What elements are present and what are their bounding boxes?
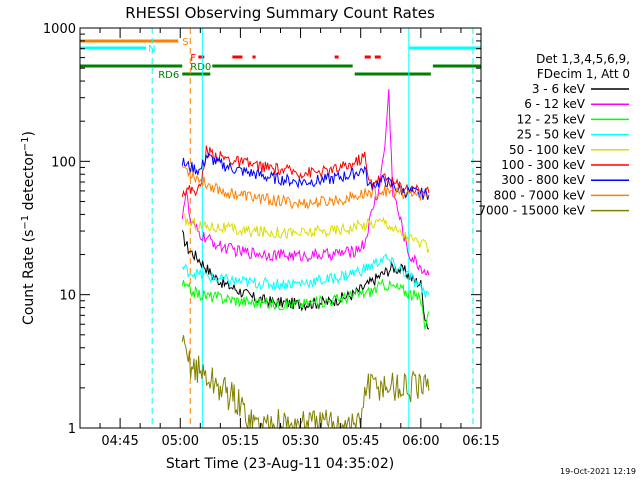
legend-item-label: 6 - 12 keV <box>524 97 586 111</box>
legend-header-line-2: FDecim 1, Att 0 <box>537 67 630 81</box>
x-tick-label: 06:15 <box>462 434 499 449</box>
legend-item-label: 50 - 100 keV <box>509 143 586 157</box>
legend-item-label: 25 - 50 keV <box>517 128 586 142</box>
x-tick-label: 05:15 <box>222 434 259 449</box>
legend-item-label: 7000 - 15000 keV <box>478 204 585 218</box>
y-axis-ticks: 1 10 100 1000 <box>43 22 481 437</box>
plot-frame <box>79 27 482 429</box>
legend-item-label: 3 - 6 keV <box>532 82 586 96</box>
series-line-8 <box>181 335 430 430</box>
y-tick-label: 100 <box>51 155 76 170</box>
legend-item-label: 100 - 300 keV <box>501 158 585 172</box>
legend-header-line-1: Det 1,3,4,5,6,9, <box>536 52 630 66</box>
x-tick-label: 06:00 <box>402 434 439 449</box>
state-bar-label-rd6: RD6 <box>158 70 179 81</box>
x-tick-label: 05:00 <box>162 434 199 449</box>
y-tick-label: 1 <box>68 422 76 437</box>
legend-item-label: 12 - 25 keV <box>517 112 586 126</box>
series-line-3 <box>181 252 430 298</box>
x-axis-ticks: 04:45 05:00 05:15 05:30 05:45 06:00 06:15 <box>79 28 500 449</box>
y-axis-label: Count Rate (s−1 detector−1) <box>20 131 37 325</box>
series-line-7 <box>181 165 430 210</box>
legend-item-label: 800 - 7000 keV <box>494 188 586 202</box>
series-line-5 <box>181 145 430 198</box>
series-line-1 <box>181 89 430 276</box>
y-tick-label: 10 <box>59 289 76 304</box>
state-bar-label-rd0: RD0 <box>190 62 211 73</box>
instrument-state-bars: SNFRD0RD6 <box>80 37 481 81</box>
legend: Det 1,3,4,5,6,9, FDecim 1, Att 0 3 - 6 k… <box>478 52 630 218</box>
legend-item-label: 300 - 800 keV <box>501 173 585 187</box>
footer-timestamp: 19-Oct-2021 12:19 <box>560 467 636 476</box>
x-tick-label: 05:45 <box>342 434 379 449</box>
x-tick-label: 04:45 <box>101 434 138 449</box>
y-tick-label: 1000 <box>43 22 76 37</box>
chart-title: RHESSI Observing Summary Count Rates <box>125 4 435 22</box>
state-bar-label-s: S <box>182 37 188 48</box>
series-line-2 <box>181 278 430 330</box>
series-line-4 <box>182 212 430 253</box>
series-layer <box>181 89 430 430</box>
state-bar-label-f: F <box>190 53 196 64</box>
time-marker-lines <box>79 28 474 428</box>
x-tick-label: 05:30 <box>282 434 319 449</box>
series-line-0 <box>181 230 430 330</box>
x-axis-label: Start Time (23-Aug-11 04:35:02) <box>166 456 394 472</box>
